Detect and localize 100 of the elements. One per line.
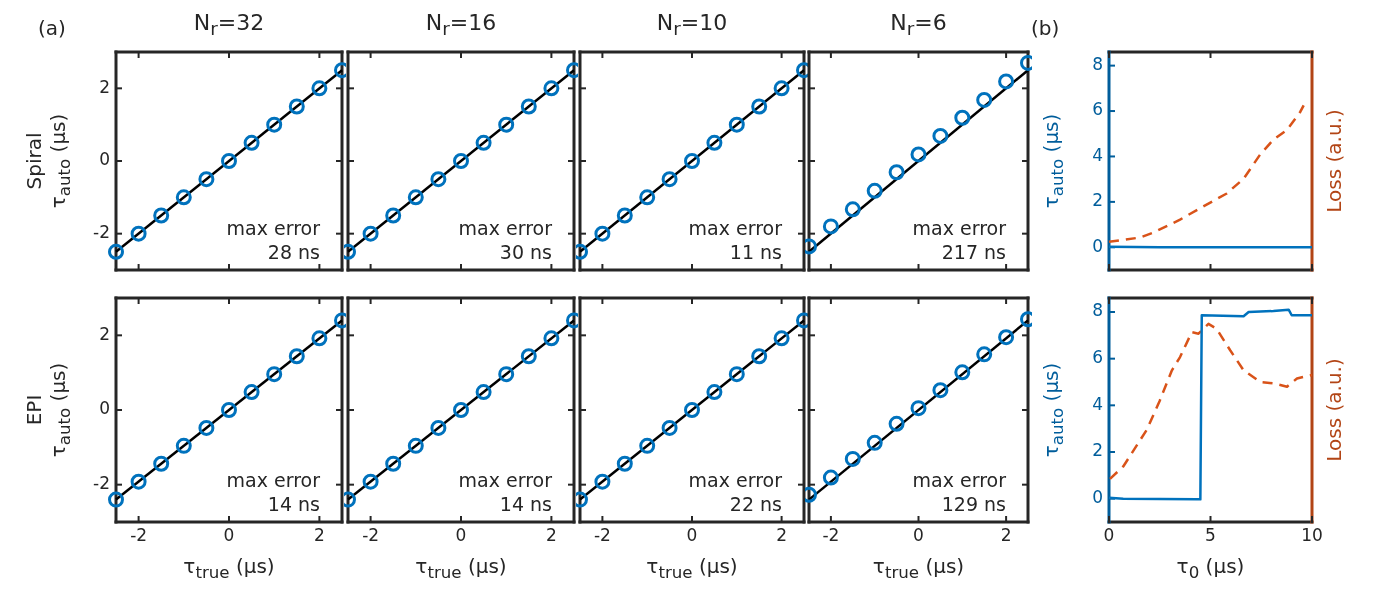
point	[385, 207, 402, 224]
point	[385, 455, 402, 472]
chart-title: N$_{r}$=10	[655, 10, 729, 40]
point	[866, 434, 883, 451]
point	[844, 201, 861, 218]
point	[198, 171, 215, 188]
x-axis-title: τ$_{true}$ (μs)	[182, 554, 276, 582]
point	[475, 134, 492, 151]
point	[888, 415, 905, 432]
point	[362, 473, 379, 490]
x-tick-label: -2	[593, 524, 611, 545]
point	[153, 207, 170, 224]
point	[998, 73, 1015, 90]
point	[728, 116, 745, 133]
y2-axis-title: Loss (a.u.)	[1322, 357, 1346, 464]
text: (a)	[38, 16, 66, 40]
point	[773, 80, 790, 97]
x-tick-label: 2	[545, 524, 557, 545]
y-tick-label: -2	[93, 222, 110, 243]
x-tick-label: 0	[686, 524, 698, 545]
point	[311, 330, 328, 347]
x-tick-label: -2	[362, 524, 380, 545]
point	[639, 437, 656, 454]
x-tick-label: -2	[822, 524, 840, 545]
point	[910, 146, 927, 163]
point	[475, 384, 492, 401]
x-tick-label: 5	[1205, 524, 1216, 545]
x-axis-title: τ$_{true}$ (μs)	[414, 554, 508, 582]
point	[198, 419, 215, 436]
point	[175, 189, 192, 206]
x-axis-title: τ$_{true}$ (μs)	[871, 554, 966, 582]
line-series	[1108, 322, 1314, 481]
y2-axis-title: Loss (a.u.)	[1322, 108, 1346, 215]
point	[976, 346, 993, 363]
y-tick-label: 6	[1092, 99, 1103, 120]
point	[130, 225, 147, 242]
x-tick-label: 2	[313, 524, 325, 545]
text: (b)	[1031, 16, 1060, 40]
annotation: max error 14 ns	[225, 468, 320, 516]
annotation: max error 30 ns	[457, 216, 552, 264]
point	[954, 109, 971, 126]
point	[998, 329, 1015, 346]
point	[684, 153, 700, 169]
point	[844, 450, 861, 467]
x-axis-title: τ$_{0}$ (μs)	[1175, 554, 1246, 582]
point	[866, 182, 883, 199]
x-tick-label: 0	[223, 524, 235, 545]
y-tick-label: 8	[1092, 54, 1103, 75]
point	[661, 171, 678, 188]
point	[288, 98, 305, 115]
point	[661, 419, 678, 436]
chart-title: N$_{r}$=6	[889, 10, 948, 40]
point	[266, 366, 283, 383]
point	[453, 153, 469, 169]
point	[616, 455, 633, 472]
point	[706, 134, 723, 151]
point	[430, 171, 447, 188]
x-tick-label: 0	[455, 524, 467, 545]
x-tick-label: -2	[130, 524, 148, 545]
x-axis-title: τ$_{true}$ (μs)	[645, 554, 739, 582]
point	[616, 207, 633, 224]
line-series	[1107, 104, 1305, 244]
y-tick-label: 0	[1092, 235, 1103, 256]
point	[954, 364, 971, 381]
point	[288, 348, 305, 365]
point	[407, 437, 424, 454]
chart-title: N$_{r}$=16	[424, 10, 498, 40]
point	[773, 330, 790, 347]
annotation: max error 217 ns	[911, 216, 1006, 264]
annotation: max error 11 ns	[687, 216, 782, 264]
point	[822, 218, 839, 235]
point	[751, 348, 768, 365]
point	[932, 382, 949, 399]
point	[243, 384, 260, 401]
point	[543, 330, 560, 347]
point	[221, 153, 237, 169]
y-tick-label: 4	[1092, 393, 1103, 414]
point	[639, 189, 656, 206]
x-tick-label: 2	[776, 524, 788, 545]
annotation: max error 129 ns	[911, 468, 1006, 516]
point	[888, 164, 905, 181]
point	[108, 243, 124, 260]
x-tick-label: 2	[1000, 524, 1012, 545]
point	[751, 98, 768, 115]
point	[430, 419, 447, 436]
y-tick-label: 2	[1092, 440, 1103, 461]
point	[243, 134, 260, 151]
point	[728, 366, 745, 383]
point	[706, 384, 723, 401]
point	[520, 98, 537, 115]
y-tick-label: 6	[1092, 347, 1103, 368]
point	[407, 189, 424, 206]
annotation: max error 14 ns	[457, 468, 552, 516]
point	[221, 402, 237, 418]
point	[498, 366, 515, 383]
point	[153, 455, 170, 472]
x-tick-label: 0	[913, 524, 924, 545]
point	[362, 225, 379, 242]
point	[266, 116, 283, 133]
x-tick-label: 10	[1301, 524, 1323, 545]
